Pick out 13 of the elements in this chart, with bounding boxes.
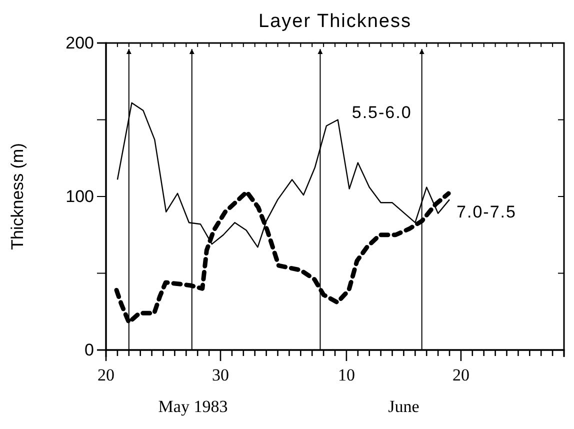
text: June xyxy=(388,397,420,416)
series-label: 7.0-7.5 xyxy=(456,202,516,222)
x-tick-label: 30 xyxy=(212,365,229,384)
y-tick-label: 0 xyxy=(84,340,94,360)
series-label: 5.5-6.0 xyxy=(352,102,412,122)
x-tick-label: 10 xyxy=(338,365,355,384)
x-tick-label: 20 xyxy=(452,365,470,384)
chart-title: Layer Thickness xyxy=(258,11,412,32)
y-axis-title: Thickness (m) xyxy=(8,143,27,250)
text: May 1983 xyxy=(158,397,228,416)
y-tick-label: 200 xyxy=(66,33,94,52)
y-tick-label: 100 xyxy=(66,186,94,206)
x-tick-label: 20 xyxy=(98,365,114,384)
